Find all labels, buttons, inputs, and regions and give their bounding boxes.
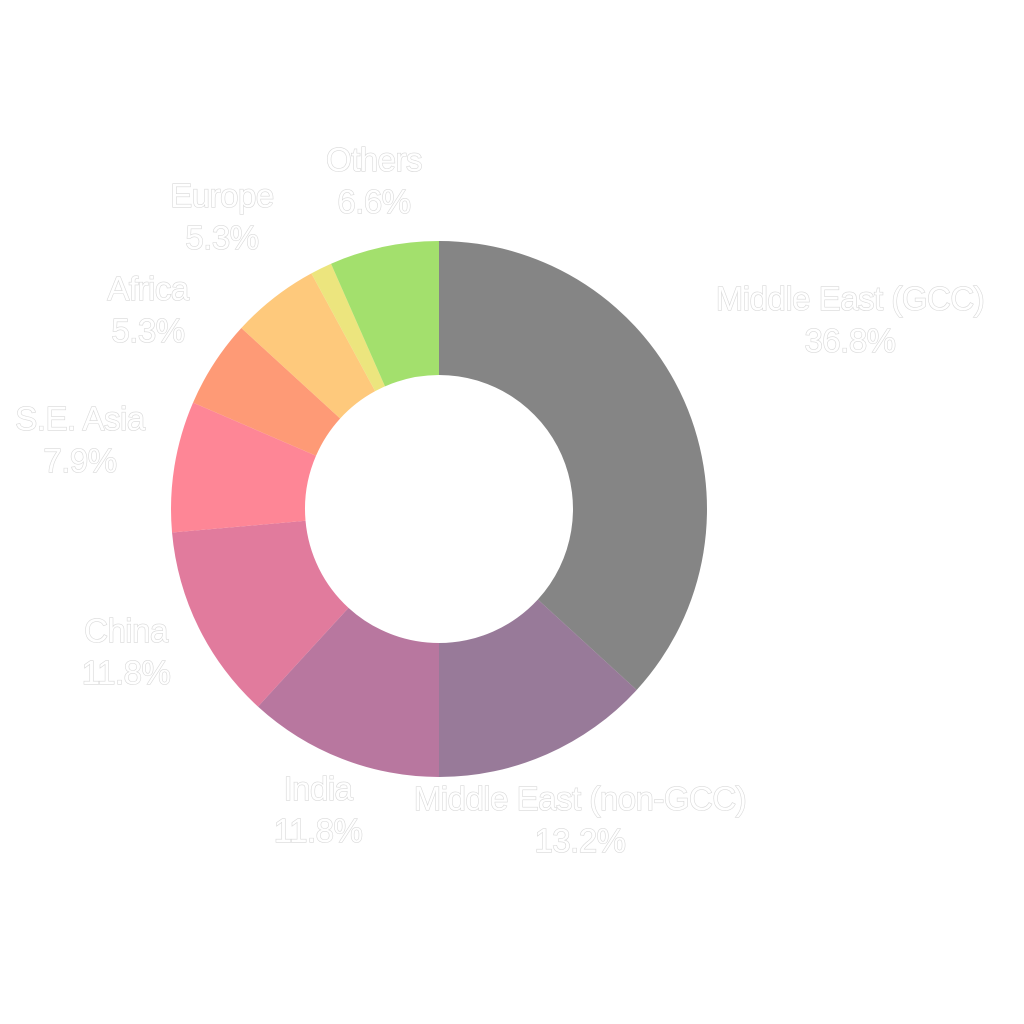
slice-unlabeled-7 bbox=[311, 263, 386, 392]
slice-label-middle-east-non-gcc: Middle East (non-GCC) 13.2% bbox=[414, 780, 746, 859]
slice-middle-east-gcc bbox=[439, 241, 707, 690]
slice-name-middle-east-non-gcc: Middle East (non-GCC) bbox=[414, 780, 746, 817]
slice-others bbox=[331, 241, 439, 387]
slice-name-s-e-asia: S.E. Asia bbox=[15, 400, 146, 437]
slice-value-s-e-asia: 7.9% bbox=[43, 442, 116, 479]
slice-africa bbox=[193, 328, 341, 456]
slice-name-others: Others bbox=[326, 141, 422, 178]
slice-label-europe: Europe 5.3% bbox=[170, 177, 273, 256]
slice-label-india: India 11.8% bbox=[274, 770, 363, 849]
slice-name-middle-east-gcc: Middle East (GCC) bbox=[716, 280, 984, 317]
slice-label-china: China 11.8% bbox=[82, 612, 171, 691]
slice-label-others: Others 6.6% bbox=[326, 141, 422, 220]
slice-label-s-e-asia: S.E. Asia 7.9% bbox=[15, 400, 146, 479]
slice-label-africa: Africa 5.3% bbox=[107, 270, 190, 349]
slice-value-africa: 5.3% bbox=[111, 312, 184, 349]
slice-name-china: China bbox=[84, 612, 169, 649]
slice-europe bbox=[241, 273, 376, 419]
slice-middle-east-non-gcc bbox=[439, 599, 637, 777]
slices-group bbox=[171, 241, 707, 777]
slice-value-india: 11.8% bbox=[274, 812, 363, 849]
slice-china bbox=[172, 520, 349, 707]
slice-name-africa: Africa bbox=[107, 270, 190, 307]
slice-value-china: 11.8% bbox=[82, 654, 171, 691]
slice-india bbox=[258, 607, 439, 777]
labels-group: Middle East (GCC) 36.8% Middle East (non-G… bbox=[15, 140, 986, 859]
slice-s-e-asia bbox=[171, 402, 317, 533]
slice-value-middle-east-gcc: 36.8% bbox=[804, 322, 895, 359]
slice-value-europe: 5.3% bbox=[185, 219, 258, 256]
slice-value-others: 6.6% bbox=[337, 183, 410, 220]
slice-name-india: India bbox=[283, 770, 353, 807]
slice-value-middle-east-non-gcc: 13.2% bbox=[534, 822, 625, 859]
slice-name-europe: Europe bbox=[170, 177, 273, 214]
slice-label-middle-east-gcc: Middle East (GCC) 36.8% bbox=[716, 280, 984, 359]
